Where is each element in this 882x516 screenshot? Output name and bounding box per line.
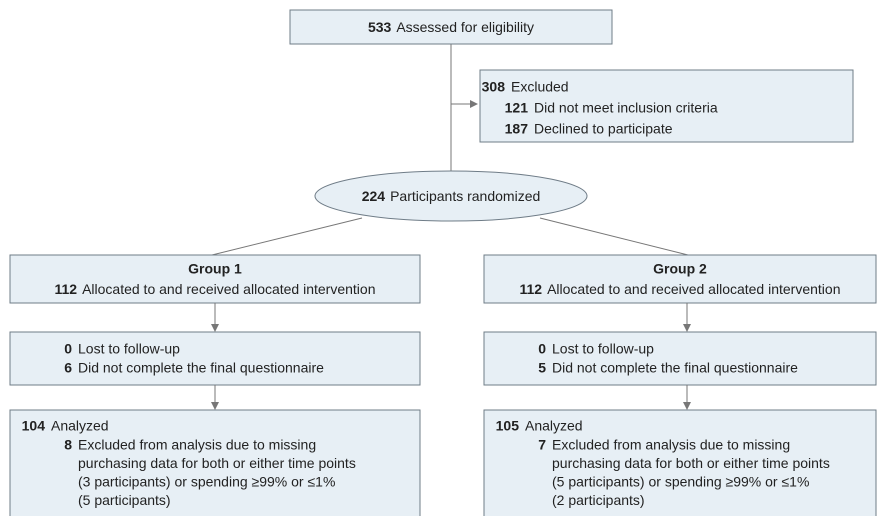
label: Did not complete the final questionnaire [552,360,798,376]
count: 112 [519,281,542,297]
label: Excluded from analysis due to missing [552,437,790,453]
label: Analyzed [525,418,583,434]
analysis-box [9,409,421,516]
label: Excluded [511,79,569,95]
analysis-box [483,409,877,516]
count: 7 [538,437,546,453]
label: purchasing data for both or either time … [552,455,830,471]
line-text: 533 Assessed for eligibility [368,19,534,35]
line-text: 112 Allocated to and received allocated i… [519,281,840,297]
count: 8 [64,437,72,453]
count: 224 [362,188,386,204]
label: Lost to follow-up [78,341,180,357]
group-name: Group 1 [188,261,242,277]
count: 0 [64,341,72,357]
count: 105 [496,418,520,434]
line-text: 224 Participants randomized [362,188,541,204]
label: (2 participants) [552,492,645,508]
label: Declined to participate [534,121,673,137]
line-text: 112 Allocated to and received allocated i… [54,281,375,297]
followup-box [9,331,421,386]
connector [539,217,689,256]
label: (5 participants) or spending ≥99% or ≤1% [552,474,809,490]
label: (3 participants) or spending ≥99% or ≤1% [78,474,335,490]
label: Participants randomized [390,188,540,204]
count: 0 [538,341,546,357]
label: Did not meet inclusion criteria [534,100,718,116]
assessed-box [289,9,613,45]
label: Analyzed [51,418,109,434]
label: Lost to follow-up [552,341,654,357]
count: 104 [22,418,46,434]
count: 308 [482,79,506,95]
count: 5 [538,360,546,376]
count: 533 [368,19,392,35]
count: 112 [54,281,77,297]
label: Assessed for eligibility [396,19,534,35]
label: Allocated to and received allocated inte… [547,281,840,297]
label: Allocated to and received allocated inte… [82,281,375,297]
count: 121 [505,100,529,116]
excluded-box [479,69,854,143]
connector [211,217,363,256]
randomized-ellipse [314,170,588,222]
count: 187 [505,121,529,137]
label: Did not complete the final questionnaire [78,360,324,376]
label: Excluded from analysis due to missing [78,437,316,453]
group-name: Group 2 [653,261,707,277]
allocation-box [483,254,877,304]
label: purchasing data for both or either time … [78,455,356,471]
label: (5 participants) [78,492,171,508]
followup-box [483,331,877,386]
count: 6 [64,360,72,376]
